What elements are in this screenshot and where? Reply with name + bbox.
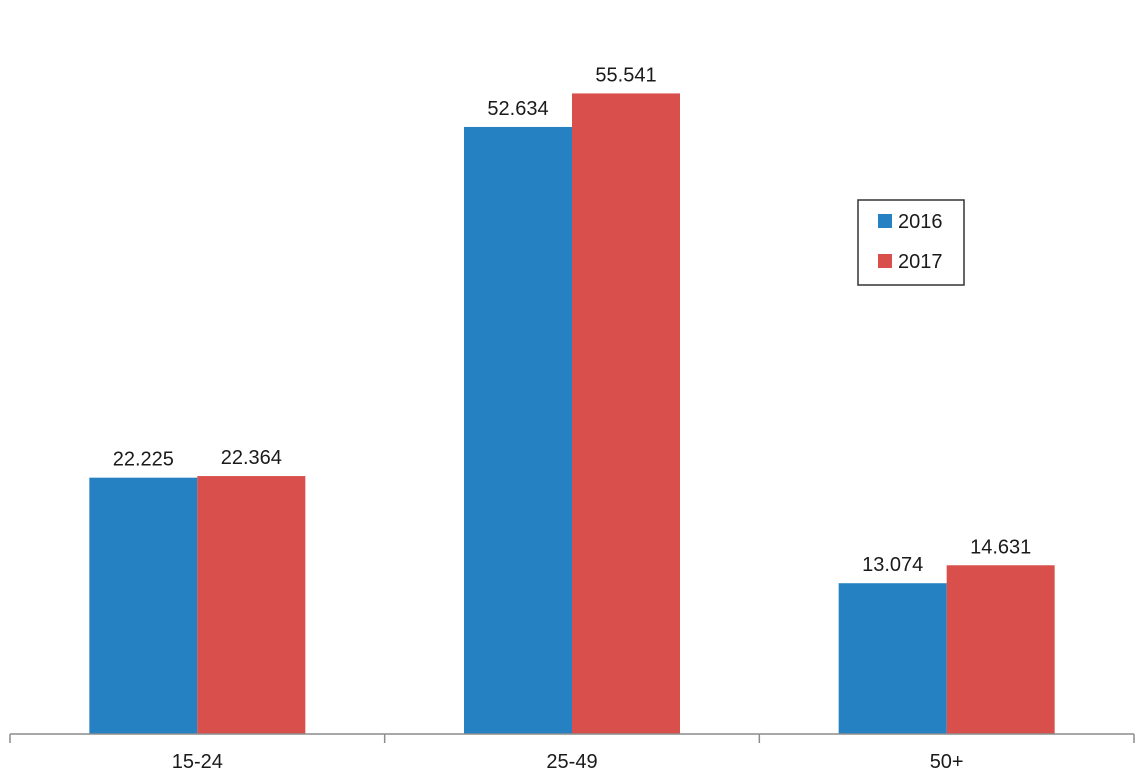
bars-layer	[89, 93, 1055, 735]
legend-label-2016: 2016	[898, 211, 943, 233]
value-labels-layer: 22.225 22.364 52.634 55.541 13.074 14.631	[113, 64, 1032, 576]
bar-2017-50+	[946, 565, 1055, 734]
value-label-2017-50+: 14.631	[970, 536, 1031, 558]
x-tick-label-25-49: 25-49	[546, 751, 597, 773]
legend-label-2017: 2017	[898, 251, 943, 273]
legend-box	[857, 199, 965, 286]
x-tick-label-50+: 50+	[930, 751, 964, 773]
value-label-2016-50+: 13.074	[862, 554, 923, 576]
value-label-2016-25-49: 52.634	[487, 98, 548, 120]
x-axis-ticks: 15-24 25-49 50+	[9, 734, 1135, 773]
bar-2017-25-49	[572, 93, 680, 735]
bar-2016-15-24	[89, 477, 198, 734]
value-label-2017-15-24: 22.364	[221, 447, 282, 469]
bar-2016-50+	[838, 583, 947, 734]
value-label-2017-25-49: 55.541	[595, 64, 656, 86]
value-label-2016-15-24: 22.225	[113, 449, 174, 471]
x-tick-label-15-24: 15-24	[172, 751, 223, 773]
legend-swatch-2017	[878, 254, 892, 268]
bar-2016-25-49	[464, 126, 572, 735]
legend-swatch-2016	[878, 214, 892, 228]
bar-2017-15-24	[197, 476, 306, 734]
legend: 2016 2017	[857, 199, 965, 286]
